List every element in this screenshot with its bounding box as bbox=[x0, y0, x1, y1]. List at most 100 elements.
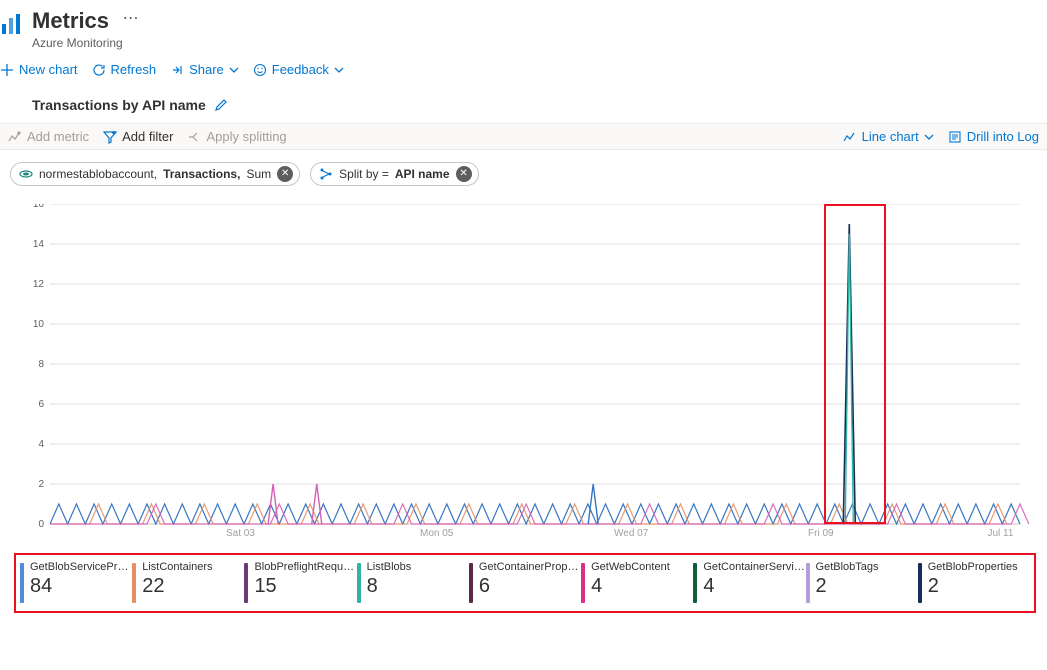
split-icon bbox=[187, 130, 201, 144]
legend-color-bar bbox=[581, 563, 585, 603]
legend-value: 4 bbox=[591, 575, 670, 598]
legend-color-bar bbox=[244, 563, 248, 603]
legend-name: GetContainerServiceM... bbox=[703, 561, 805, 573]
legend-color-bar bbox=[132, 563, 136, 603]
feedback-button[interactable]: Feedback bbox=[253, 62, 344, 77]
legend-item[interactable]: GetBlobProperties2 bbox=[918, 561, 1030, 603]
legend-item[interactable]: GetWebContent 4 bbox=[581, 561, 693, 603]
metric-pill-name: Transactions, bbox=[163, 167, 240, 181]
legend-color-bar bbox=[806, 563, 810, 603]
chart-type-dropdown[interactable]: Line chart bbox=[843, 129, 934, 144]
chart-toolbar: Add metric Add filter Apply splitting Li… bbox=[0, 123, 1047, 150]
share-button[interactable]: Share bbox=[170, 62, 239, 77]
svg-text:2: 2 bbox=[38, 479, 44, 490]
chevron-down-icon bbox=[334, 65, 344, 75]
legend-item[interactable]: GetContainerServiceM... 4 bbox=[693, 561, 805, 603]
legend-name: GetBlobProperties bbox=[928, 561, 1018, 573]
close-icon[interactable]: ✕ bbox=[456, 166, 472, 182]
split-pill-prefix: Split by = bbox=[339, 167, 389, 181]
metric-pill-agg: Sum bbox=[246, 167, 271, 181]
split-pill[interactable]: Split by = API name ✕ bbox=[310, 162, 478, 186]
highlight-box bbox=[824, 204, 886, 524]
line-chart-icon bbox=[843, 130, 857, 144]
edit-icon[interactable] bbox=[214, 98, 228, 112]
svg-text:10: 10 bbox=[33, 319, 45, 330]
legend-item[interactable]: GetBlobTags2 bbox=[806, 561, 918, 603]
share-icon bbox=[170, 63, 184, 77]
drill-logs-button[interactable]: Drill into Log bbox=[948, 129, 1039, 144]
chevron-down-icon bbox=[924, 132, 934, 142]
close-icon[interactable]: ✕ bbox=[277, 166, 293, 182]
legend-value: 8 bbox=[367, 575, 412, 598]
refresh-icon bbox=[92, 63, 106, 77]
legend-color-bar bbox=[20, 563, 24, 603]
new-chart-button[interactable]: New chart bbox=[0, 62, 78, 77]
chart-type-label: Line chart bbox=[862, 129, 919, 144]
legend-value: 6 bbox=[479, 575, 581, 598]
page-subtitle: Azure Monitoring bbox=[32, 36, 139, 50]
page-title: Metrics bbox=[32, 8, 109, 33]
chart-area: 0246810121416 Sat 03Mon 05Wed 07Fri 09Ju… bbox=[20, 204, 1030, 549]
legend-item[interactable]: GetBlobServiceProper... 84 bbox=[20, 561, 132, 603]
share-label: Share bbox=[189, 62, 224, 77]
metrics-icon bbox=[0, 12, 26, 39]
drill-logs-label: Drill into Log bbox=[967, 129, 1039, 144]
legend-color-bar bbox=[693, 563, 697, 603]
command-bar: New chart Refresh Share Feedback bbox=[0, 56, 1047, 83]
smiley-icon bbox=[253, 63, 267, 77]
legend: GetBlobServiceProper...84ListContainers2… bbox=[14, 553, 1036, 613]
legend-item[interactable]: ListContainers 22 bbox=[132, 561, 244, 603]
add-filter-button[interactable]: Add filter bbox=[103, 129, 173, 144]
legend-value: 4 bbox=[703, 575, 805, 598]
plus-icon bbox=[0, 63, 14, 77]
split-pill-value: API name bbox=[395, 167, 450, 181]
chevron-down-icon bbox=[229, 65, 239, 75]
legend-item[interactable]: BlobPreflightRequest15 bbox=[244, 561, 356, 603]
legend-color-bar bbox=[918, 563, 922, 603]
legend-item[interactable]: ListBlobs 8 bbox=[357, 561, 469, 603]
add-filter-label: Add filter bbox=[122, 129, 173, 144]
refresh-button[interactable]: Refresh bbox=[92, 62, 157, 77]
metric-icon bbox=[8, 130, 22, 144]
legend-value: 2 bbox=[816, 575, 879, 598]
add-metric-button[interactable]: Add metric bbox=[8, 129, 89, 144]
add-metric-label: Add metric bbox=[27, 129, 89, 144]
refresh-label: Refresh bbox=[111, 62, 157, 77]
svg-text:0: 0 bbox=[38, 519, 44, 530]
logs-icon bbox=[948, 130, 962, 144]
legend-name: ListBlobs bbox=[367, 561, 412, 573]
legend-value: 84 bbox=[30, 575, 132, 598]
svg-text:14: 14 bbox=[33, 239, 45, 250]
svg-text:8: 8 bbox=[38, 359, 44, 370]
legend-value: 22 bbox=[142, 575, 212, 598]
page-header: Metrics ⋯ Azure Monitoring bbox=[0, 0, 1047, 56]
x-axis-label: Jul 11 bbox=[987, 528, 1013, 539]
filter-pills: normestablobaccount, Transactions, Sum ✕… bbox=[0, 150, 1047, 186]
legend-item[interactable]: GetContainerProperties 6 bbox=[469, 561, 581, 603]
x-axis-label: Fri 09 bbox=[808, 528, 834, 539]
x-axis-label: Wed 07 bbox=[614, 528, 648, 539]
legend-name: GetContainerProperties bbox=[479, 561, 581, 573]
more-icon[interactable]: ⋯ bbox=[123, 10, 139, 27]
metric-pill-scope: normestablobaccount, bbox=[39, 167, 157, 181]
legend-color-bar bbox=[357, 563, 361, 603]
svg-text:16: 16 bbox=[33, 204, 45, 210]
svg-text:4: 4 bbox=[38, 439, 44, 450]
x-axis-label: Sat 03 bbox=[226, 528, 255, 539]
scope-icon bbox=[19, 169, 33, 179]
legend-name: ListContainers bbox=[142, 561, 212, 573]
metric-pill[interactable]: normestablobaccount, Transactions, Sum ✕ bbox=[10, 162, 300, 186]
legend-value: 15 bbox=[254, 575, 356, 598]
legend-name: GetBlobServiceProper... bbox=[30, 561, 132, 573]
chart-title: Transactions by API name bbox=[32, 97, 206, 113]
apply-splitting-label: Apply splitting bbox=[206, 129, 286, 144]
legend-name: GetWebContent bbox=[591, 561, 670, 573]
svg-text:12: 12 bbox=[33, 279, 45, 290]
feedback-label: Feedback bbox=[272, 62, 329, 77]
legend-color-bar bbox=[469, 563, 473, 603]
split-pill-icon bbox=[319, 167, 333, 181]
filter-icon bbox=[103, 130, 117, 144]
apply-splitting-button[interactable]: Apply splitting bbox=[187, 129, 286, 144]
svg-text:6: 6 bbox=[38, 399, 44, 410]
new-chart-label: New chart bbox=[19, 62, 78, 77]
